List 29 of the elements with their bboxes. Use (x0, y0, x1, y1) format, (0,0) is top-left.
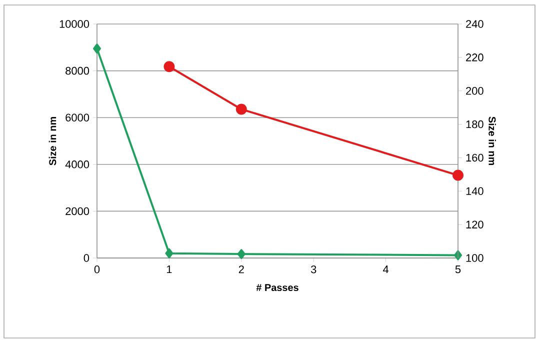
y2-tick-label: 180 (466, 120, 484, 128)
y-axis-title: Size in nm (48, 116, 56, 166)
point (164, 61, 175, 72)
y2-tick-label: 160 (466, 154, 484, 162)
y2-tick-label: 240 (466, 20, 484, 28)
x-axis-title: # Passes (256, 284, 298, 292)
y-tick-label: 0 (84, 254, 90, 262)
y-tick-label: 4000 (65, 160, 90, 168)
x-tick-label: 1 (166, 266, 172, 274)
y-tick-label: 8000 (66, 66, 90, 75)
x-tick-label: 0 (94, 266, 100, 274)
y-tick-label: 10000 (60, 20, 90, 28)
y2-tick-label: 100 (466, 254, 484, 262)
y2-tick-label: 220 (466, 54, 484, 62)
point (237, 249, 246, 260)
x-tick-label: 4 (383, 266, 389, 274)
point (165, 248, 174, 258)
point (236, 104, 247, 115)
y2-tick-label: 140 (466, 187, 484, 196)
y2-tick-label: 120 (466, 220, 484, 228)
y-tick-label: 2000 (66, 207, 90, 216)
x-tick-label: 3 (310, 266, 316, 274)
x-tick-label: 2 (238, 266, 244, 274)
y2-axis-title: Size in nm (488, 116, 496, 166)
y-tick-label: 6000 (66, 114, 90, 122)
y2-tick-label: 200 (466, 86, 484, 95)
x-tick-label: 5 (455, 266, 461, 274)
point (93, 44, 101, 54)
point (452, 170, 464, 181)
